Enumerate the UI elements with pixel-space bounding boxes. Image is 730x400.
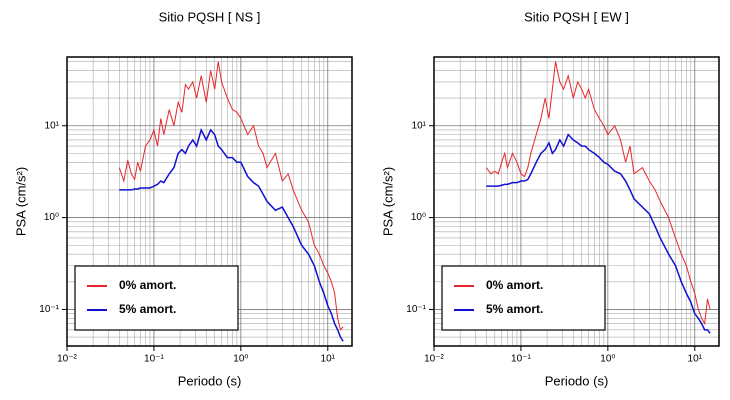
plot-frame [433, 56, 720, 347]
y-tick-label: 10⁻¹ [39, 304, 59, 315]
subplot: 10⁻² 10⁻¹ 10⁰ 10¹ 10⁻¹ 10⁰ 10¹ Sitio PQSH [ NS … [13, 9, 353, 388]
y-tick-label: 10⁻¹ [406, 304, 426, 315]
x-tick-label: 10¹ [688, 354, 703, 365]
y-axis-label: PSA (cm/s²) [13, 167, 28, 236]
x-tick-label: 10⁰ [233, 354, 248, 365]
series-line [486, 133, 711, 334]
y-tick-label: 10¹ [45, 120, 60, 131]
legend-box [441, 265, 606, 331]
x-axis-label: Periodo (s) [178, 373, 242, 388]
x-tick-label: 10⁻¹ [144, 354, 164, 365]
x-tick-label: 10¹ [321, 354, 336, 365]
y-tick-label: 10⁰ [44, 212, 59, 223]
x-tick-label: 10⁻² [57, 354, 77, 365]
subplot: 10⁻² 10⁻¹ 10⁰ 10¹ 10⁻¹ 10⁰ 10¹ Sitio PQSH [ EW … [380, 9, 720, 388]
series-line [119, 127, 344, 342]
legend-label: 5% amort. [119, 302, 176, 316]
legend-label: 0% amort. [486, 278, 543, 292]
x-tick-label: 10⁰ [600, 354, 615, 365]
x-axis-label: Periodo (s) [545, 373, 609, 388]
chart-title: Sitio PQSH [ EW ] [524, 9, 629, 24]
legend-box [74, 265, 239, 331]
plot-frame [66, 56, 353, 347]
legend-label: 0% amort. [119, 278, 176, 292]
legend-label: 5% amort. [486, 302, 543, 316]
y-tick-label: 10⁰ [411, 212, 426, 223]
x-tick-label: 10⁻¹ [511, 354, 531, 365]
x-tick-label: 10⁻² [424, 354, 444, 365]
chart-title: Sitio PQSH [ NS ] [159, 9, 261, 24]
series-line [485, 61, 711, 326]
y-tick-label: 10¹ [412, 120, 427, 131]
y-axis-label: PSA (cm/s²) [380, 167, 395, 236]
series-line [118, 61, 344, 331]
